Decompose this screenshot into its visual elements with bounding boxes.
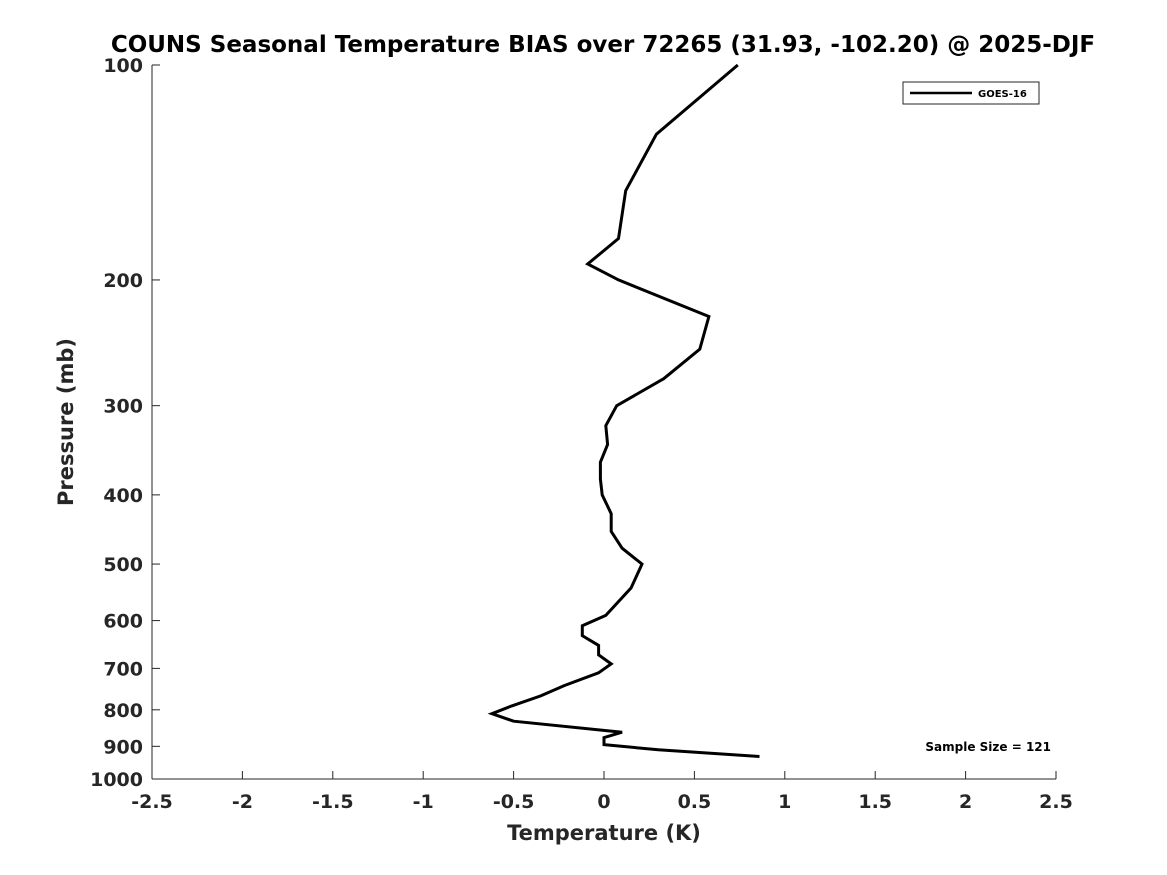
y-tick-label: 700 bbox=[103, 658, 143, 680]
x-axis-title: Temperature (K) bbox=[507, 821, 701, 845]
x-tick-label: 1.5 bbox=[858, 791, 892, 813]
x-tick-label: -2 bbox=[232, 791, 253, 813]
y-tick-label: 800 bbox=[103, 700, 143, 722]
y-tick-label: 200 bbox=[103, 270, 143, 292]
x-tick-label: 0 bbox=[597, 791, 610, 813]
x-tick-label: -1.5 bbox=[312, 791, 354, 813]
chart-title: COUNS Seasonal Temperature BIAS over 722… bbox=[111, 32, 1095, 58]
y-axis-ticks: 100 200 300 400 500 600 700 800 900 1000 bbox=[90, 55, 160, 791]
x-tick-label: 0.5 bbox=[678, 791, 712, 813]
x-tick-label: 2 bbox=[959, 791, 972, 813]
y-axis-title: Pressure (mb) bbox=[54, 338, 78, 506]
plot-area bbox=[152, 65, 1056, 779]
y-tick-label: 400 bbox=[103, 485, 143, 507]
y-tick-label: 100 bbox=[103, 55, 143, 77]
y-tick-label: 300 bbox=[103, 396, 143, 418]
legend-entry-goes-16: GOES-16 bbox=[978, 89, 1027, 100]
x-axis-ticks: -2.5 -2 -1.5 -1 -0.5 0 0.5 1 1.5 2 2.5 bbox=[131, 771, 1073, 813]
x-tick-label: -2.5 bbox=[131, 791, 173, 813]
series-line-goes-16 bbox=[487, 63, 760, 758]
x-tick-label: 2.5 bbox=[1039, 791, 1073, 813]
axes bbox=[151, 65, 1056, 780]
y-tick-label: 900 bbox=[103, 736, 143, 758]
x-tick-label: -0.5 bbox=[493, 791, 535, 813]
series-group bbox=[487, 63, 760, 758]
x-tick-label: 1 bbox=[778, 791, 791, 813]
sample-size-annotation: Sample Size = 121 bbox=[925, 740, 1051, 754]
x-tick-label: -1 bbox=[413, 791, 434, 813]
y-tick-label: 500 bbox=[103, 554, 143, 576]
legend: GOES-16 bbox=[902, 81, 1040, 105]
y-tick-label: 1000 bbox=[90, 769, 143, 791]
y-tick-label: 600 bbox=[103, 611, 143, 633]
